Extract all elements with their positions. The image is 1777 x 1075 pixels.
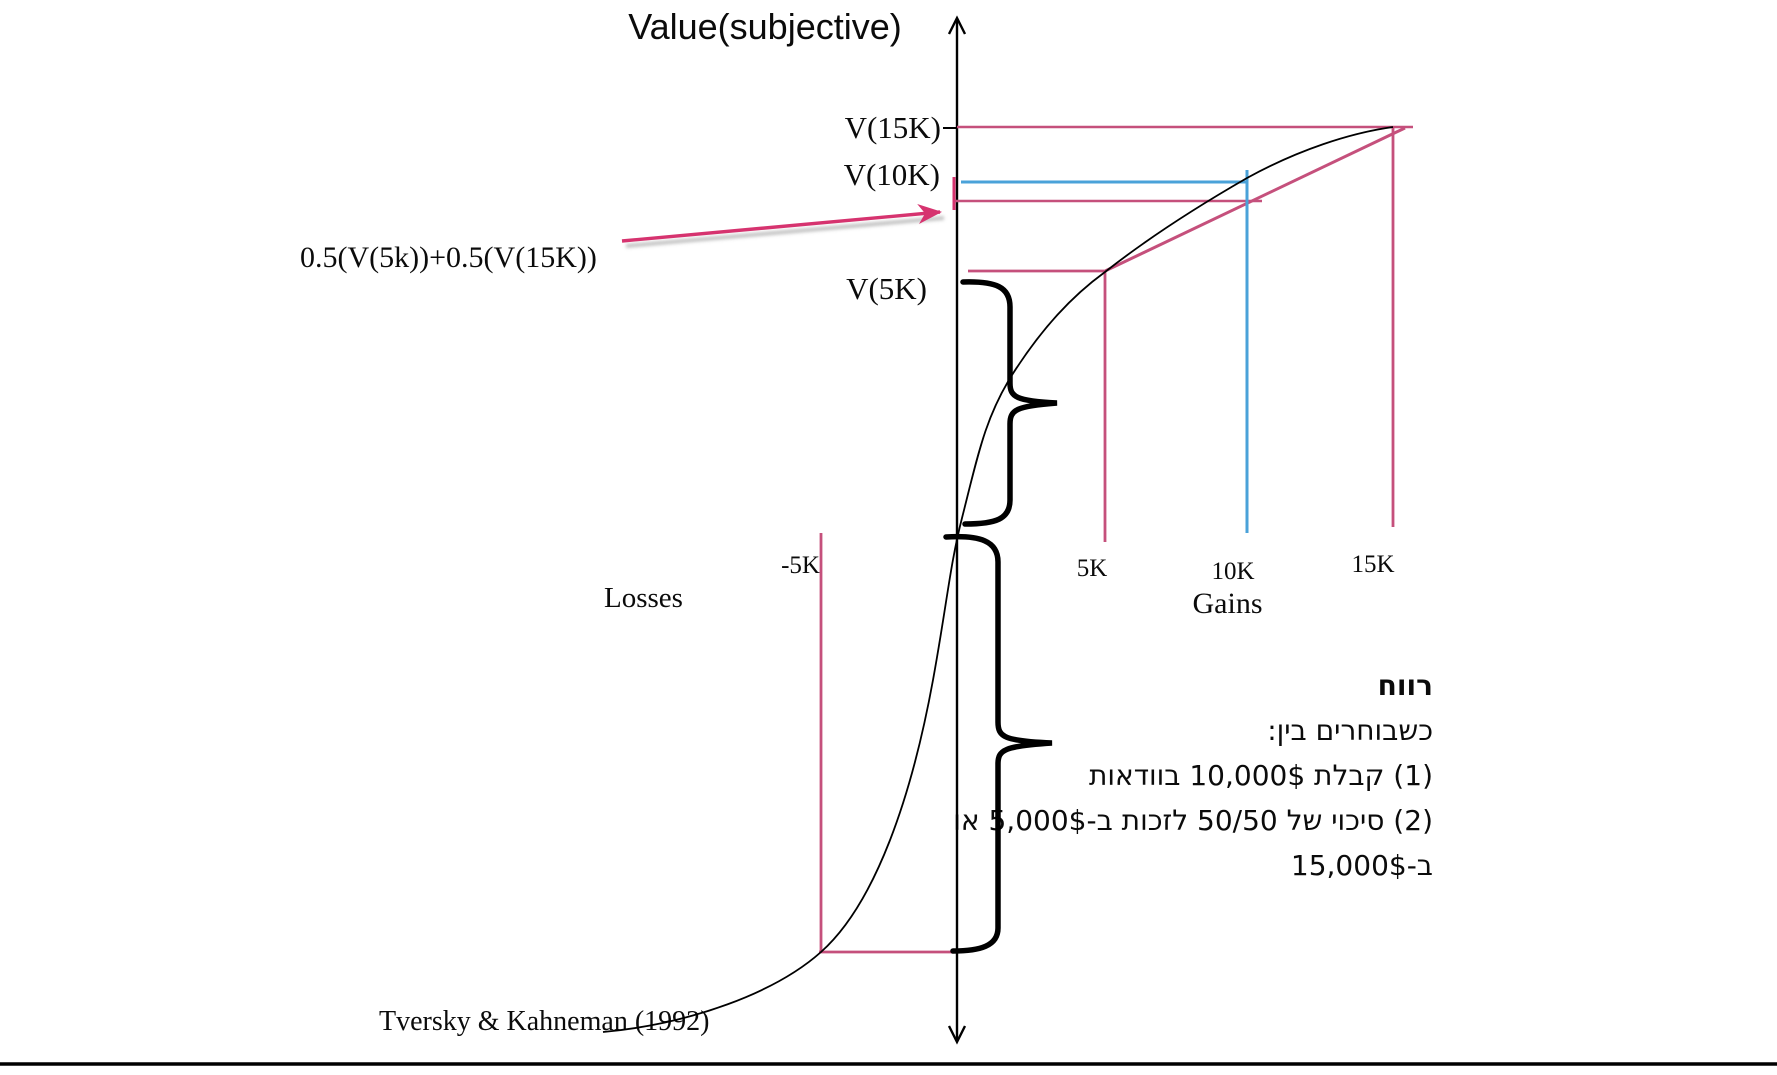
hebrew-annotation-heading: רווח [1377,669,1433,702]
y-label-v10k: V(10K) [843,157,940,192]
x-label-neg5k: -5K [781,552,820,579]
gains-brace [960,279,1058,527]
annotation-arrow [621,204,942,243]
expected-value-label: 0.5(V(5k))+0.5(V(15K)) [300,241,597,274]
annotation-arrow-shadow [625,216,945,248]
chart-title: Value(subjective) [628,6,902,47]
hebrew-annotation-line-3: (2) סיכוי של 50/50 לזכות ב-5,000$ או ב-1… [953,804,1433,882]
x-label-10k: 10K [1211,558,1255,585]
hebrew-annotation-line-2: (1) קבלת 10,000$ בוודאות [1088,759,1433,792]
losses-region-label: Losses [604,582,683,614]
citation-label: Tversky & Kahneman (1992) [379,1006,710,1037]
gamble-chord-line [1102,126,1406,274]
hebrew-annotation-line-1: כשבוחרים בין: [1267,714,1433,747]
x-label-15k: 15K [1351,551,1395,578]
hebrew-annotation-block: רווח כשבוחרים בין: (1) קבלת 10,000$ בווד… [813,663,1433,888]
gains-region-label: Gains [1192,587,1263,620]
x-label-5k: 5K [1076,555,1108,582]
y-label-v15k: V(15K) [844,110,941,145]
axis-arrow-down-icon [947,1025,967,1045]
y-label-v5k: V(5K) [846,271,927,306]
